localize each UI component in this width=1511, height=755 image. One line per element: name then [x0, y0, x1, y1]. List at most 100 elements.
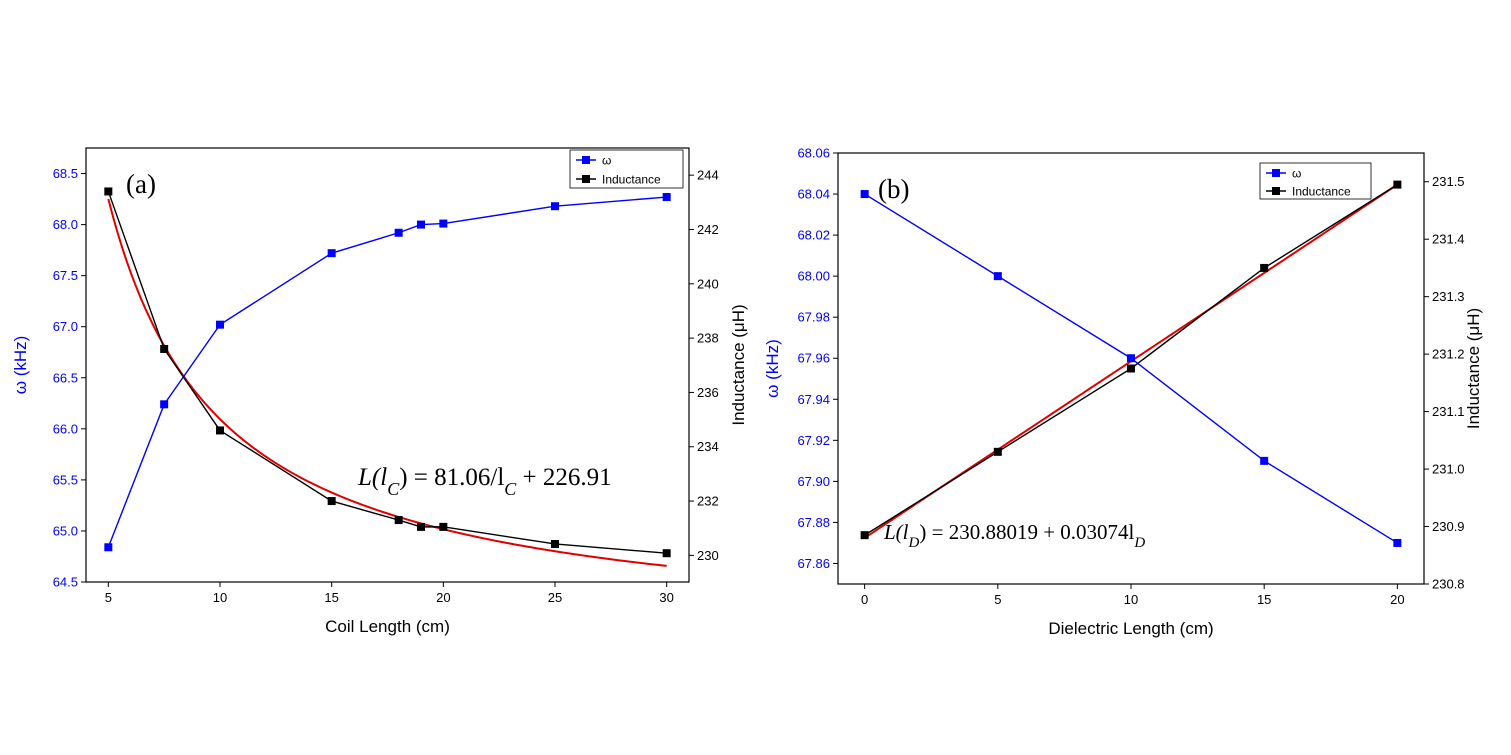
y-left-tick-label: 68.0 [53, 217, 78, 232]
data-point-inductance [1260, 263, 1269, 272]
y-left-tick-label: 66.5 [53, 370, 78, 385]
x-tick-label: 5 [105, 590, 112, 605]
y-right-tick-label: 242 [697, 222, 719, 237]
y-right-tick-label: 234 [697, 439, 719, 454]
chart-panel-b: 0 5 10 15 20 67.86 67.88 67.90 67.92 67.94 67.96 67… [763, 146, 1483, 639]
y-left-tick-label: 68.04 [797, 187, 830, 202]
data-point-inductance [394, 516, 403, 525]
y-right-tick-label: 231.5 [1432, 174, 1465, 189]
x-tick-label: 20 [1390, 592, 1404, 607]
data-point-inductance [439, 522, 448, 531]
x-tick-label: 0 [861, 592, 868, 607]
y-left-axis-label: ω (kHz) [763, 339, 782, 398]
y-right-tick-label: 244 [697, 168, 719, 183]
y-right-tick-label: 238 [697, 331, 719, 346]
data-point-inductance [993, 447, 1002, 456]
y-left-tick-label: 65.0 [53, 523, 78, 538]
data-point-omega [327, 249, 336, 258]
y-left-tick-label: 68.5 [53, 166, 78, 181]
y-left-tick-label: 67.92 [797, 433, 830, 448]
y-left-tick-label: 67.90 [797, 474, 830, 489]
plot-frame [85, 147, 690, 583]
y-left-tick-label: 67.96 [797, 351, 830, 366]
y-left-axis-label: ω (kHz) [11, 336, 30, 395]
y-left-tick-label: 67.88 [797, 515, 830, 530]
y-left-tick-label: 68.02 [797, 228, 830, 243]
y-right-tick-label: 231.4 [1432, 232, 1465, 247]
data-point-inductance [417, 522, 425, 531]
data-point-inductance [1127, 364, 1135, 373]
data-point-omega [993, 272, 1002, 281]
data-point-omega [216, 320, 224, 329]
y-left-tick-label: 67.98 [797, 310, 830, 325]
y-left-tick-label: 68.00 [797, 269, 830, 284]
data-point-omega [417, 220, 425, 229]
y-right-axis-label: Inductance (μH) [729, 304, 748, 425]
y-right-tick-label: 240 [697, 276, 719, 291]
y-left-tick-label: 65.5 [53, 472, 78, 487]
legend-label: Inductance [602, 173, 661, 187]
y-right-tick-label: 232 [697, 494, 719, 509]
legend-marker [582, 156, 590, 164]
x-tick-label: 15 [324, 590, 338, 605]
legend: ω Inductance [569, 149, 684, 189]
panel-label: (a) [126, 169, 156, 199]
y-left-tick-label: 67.5 [53, 268, 78, 283]
x-tick-label: 10 [1124, 592, 1138, 607]
data-point-inductance [327, 497, 336, 506]
legend: ω Inductance [1259, 162, 1372, 200]
y-left-tick-label: 66.0 [53, 421, 78, 436]
data-point-inductance [216, 426, 224, 435]
y-right-tick-label: 231.3 [1432, 289, 1465, 304]
y-right-tick-label: 231.2 [1432, 347, 1465, 362]
data-point-omega [1260, 456, 1269, 465]
y-right-tick-label: 230 [697, 548, 719, 563]
y-right-tick-label: 236 [697, 385, 719, 400]
x-tick-label: 10 [213, 590, 227, 605]
data-point-omega [1127, 354, 1135, 363]
data-point-omega [439, 219, 448, 228]
y-right-tick-label: 231.0 [1432, 462, 1465, 477]
x-axis-label: Coil Length (cm) [325, 617, 450, 636]
data-point-omega [160, 400, 169, 409]
data-point-omega [1393, 538, 1402, 547]
x-tick-label: 30 [659, 590, 673, 605]
x-axis-label: Dielectric Length (cm) [1048, 619, 1213, 638]
y-right-tick-label: 230.9 [1432, 519, 1465, 534]
data-point-omega [662, 193, 671, 202]
x-tick-label: 25 [548, 590, 562, 605]
legend-marker [1272, 169, 1280, 177]
data-point-inductance [860, 531, 869, 540]
legend-label: ω [602, 154, 611, 168]
data-point-inductance [662, 549, 671, 558]
data-point-omega [860, 190, 869, 199]
data-point-inductance [551, 539, 559, 548]
legend-label: ω [1292, 167, 1301, 181]
x-tick-label: 5 [994, 592, 1001, 607]
fit-equation: L(lC) = 81.06/lC + 226.91 [357, 464, 612, 499]
y-left-tick-label: 67.0 [53, 319, 78, 334]
legend-marker [1272, 187, 1280, 195]
legend-marker [582, 175, 590, 183]
fit-curve [107, 198, 667, 567]
chart-panel-a: 5 10 15 20 25 30 64.5 65.0 65.5 66.0 66.5 67.0 67.5 6… [11, 147, 748, 636]
data-point-omega [394, 228, 403, 237]
data-point-inductance [160, 344, 169, 353]
data-point-omega [551, 202, 559, 211]
y-left-tick-label: 67.94 [797, 392, 830, 407]
y-right-axis-label: Inductance (μH) [1464, 308, 1483, 429]
y-left-tick-label: 68.06 [797, 146, 830, 161]
y-right-tick-label: 230.8 [1432, 577, 1465, 592]
x-tick-label: 15 [1257, 592, 1271, 607]
panel-label: (b) [878, 174, 909, 204]
y-right-tick-label: 231.1 [1432, 404, 1465, 419]
y-left-tick-label: 67.86 [797, 556, 830, 571]
data-point-inductance [104, 187, 113, 196]
data-point-inductance [1393, 180, 1402, 189]
legend-label: Inductance [1292, 185, 1351, 199]
data-point-omega [104, 543, 113, 552]
fit-equation: L(lD) = 230.88019 + 0.03074lD [883, 520, 1145, 551]
x-tick-label: 20 [436, 590, 450, 605]
y-left-tick-label: 64.5 [53, 575, 78, 590]
